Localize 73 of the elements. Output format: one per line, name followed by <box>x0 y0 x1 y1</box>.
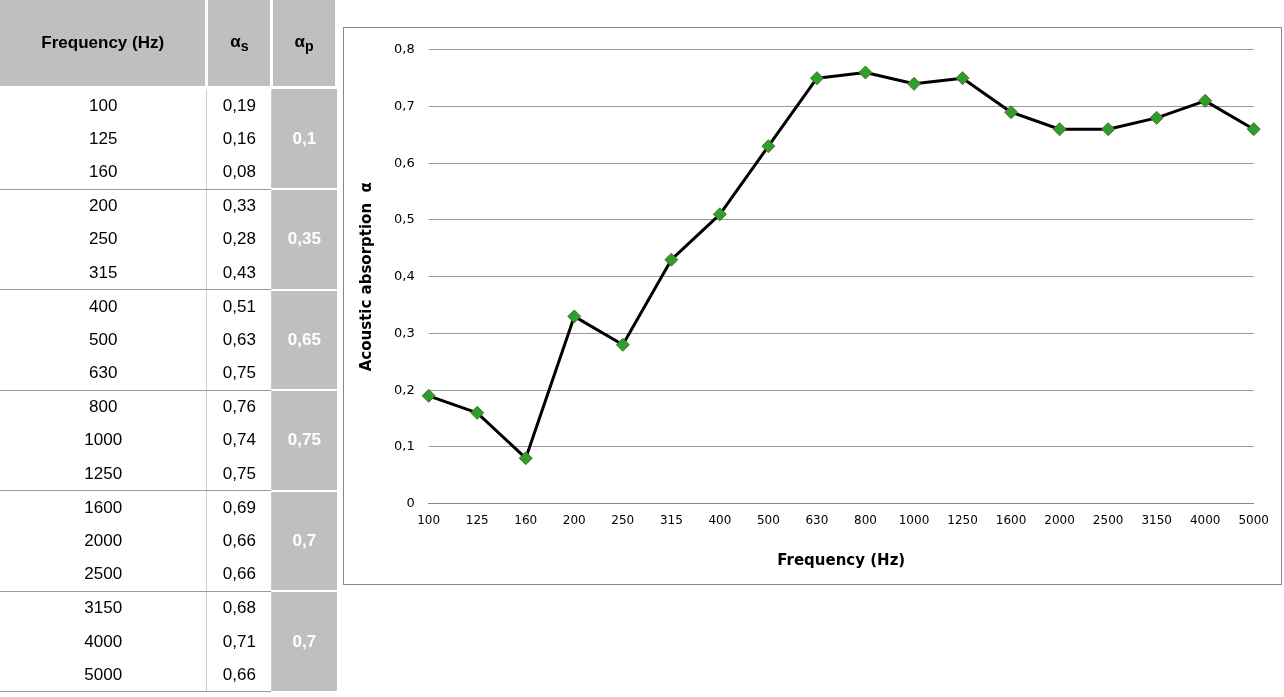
text: 0,19 <box>206 87 272 123</box>
text: 0,75 <box>271 390 337 491</box>
x-tick-label: 800 <box>854 512 877 527</box>
category-label: 630 <box>89 363 118 383</box>
text: 0,63 <box>206 323 272 357</box>
x-tick-label: 1600 <box>995 512 1027 527</box>
x-tick-label: 1250 <box>947 512 978 527</box>
x-tick-label: 500 <box>756 512 780 527</box>
text: 0,1 <box>271 87 337 190</box>
category-label: 2000 <box>84 531 123 551</box>
category-label: 1000 <box>84 430 123 450</box>
category-label: 400 <box>89 296 118 316</box>
category-label: 100 <box>89 95 118 115</box>
y-tick-label: 0,5 <box>393 211 415 227</box>
text: 0,51 <box>206 289 272 324</box>
x-tick-label: 200 <box>562 512 586 527</box>
text: 0,69 <box>206 490 272 525</box>
category-label: 315 <box>89 262 118 282</box>
text: 0,74 <box>206 423 272 458</box>
text: 0,75 <box>206 356 272 391</box>
x-tick-label: 2000 <box>1044 512 1075 527</box>
x-axis-title: Frequency (Hz) <box>777 550 906 569</box>
y-tick-label: 0,4 <box>393 268 415 284</box>
text: 0,33 <box>206 189 272 223</box>
x-tick-label: 125 <box>465 512 489 527</box>
category-label: 125 <box>89 128 118 148</box>
text: 0,28 <box>206 222 272 256</box>
x-tick-label: 4000 <box>1189 512 1221 527</box>
x-tick-label: 400 <box>708 512 732 527</box>
text: 0,35 <box>271 189 337 290</box>
x-tick-label: 630 <box>805 512 829 527</box>
category-label: 2500 <box>84 564 123 584</box>
y-tick-label: 0,6 <box>393 154 415 170</box>
text: 0,16 <box>206 122 272 156</box>
category-label: 160 <box>89 161 118 181</box>
text: α$_{s}$ <box>206 0 272 88</box>
category-label: 5000 <box>84 664 123 684</box>
text: 0,08 <box>206 155 272 190</box>
y-tick-label: 0,3 <box>393 324 415 340</box>
category-label: 1250 <box>84 463 123 483</box>
text: 0,65 <box>271 289 337 391</box>
category-label: 800 <box>89 397 118 417</box>
category-label: 200 <box>89 196 118 216</box>
x-tick-label: 5000 <box>1238 512 1269 527</box>
category-label: 250 <box>89 229 118 249</box>
text: 0,66 <box>206 524 272 558</box>
text: 0,76 <box>206 390 272 424</box>
text: 0,43 <box>206 255 272 290</box>
x-tick-label: 160 <box>514 512 538 527</box>
text: 0,7 <box>271 490 337 592</box>
category-label: 3150 <box>84 598 123 618</box>
x-tick-label: 100 <box>417 512 441 527</box>
x-tick-label: 250 <box>611 512 635 527</box>
x-tick-label: 2500 <box>1092 512 1124 527</box>
x-tick-label: 3150 <box>1141 512 1172 527</box>
text: 0,68 <box>206 591 272 625</box>
text: 0,7 <box>271 591 337 692</box>
category-label: 500 <box>89 329 118 349</box>
text: Frequency (Hz) <box>0 0 207 88</box>
y-tick-label: 0,8 <box>393 41 415 57</box>
y-tick-label: 0 <box>406 494 415 510</box>
text: 0,66 <box>206 658 272 692</box>
y-tick-label: 0,2 <box>393 381 415 397</box>
text: 0,75 <box>206 457 272 491</box>
y-axis-title: Acoustic absorption α <box>356 182 375 372</box>
y-tick-label: 0,7 <box>393 97 415 113</box>
text: 0,66 <box>206 557 272 592</box>
x-tick-label: 1000 <box>898 512 930 527</box>
x-tick-label: 315 <box>659 512 683 527</box>
text: α$_{p}$ <box>271 0 337 88</box>
y-tick-label: 0,1 <box>393 438 415 454</box>
text: 0,71 <box>206 625 272 659</box>
category-label: 4000 <box>84 631 123 651</box>
